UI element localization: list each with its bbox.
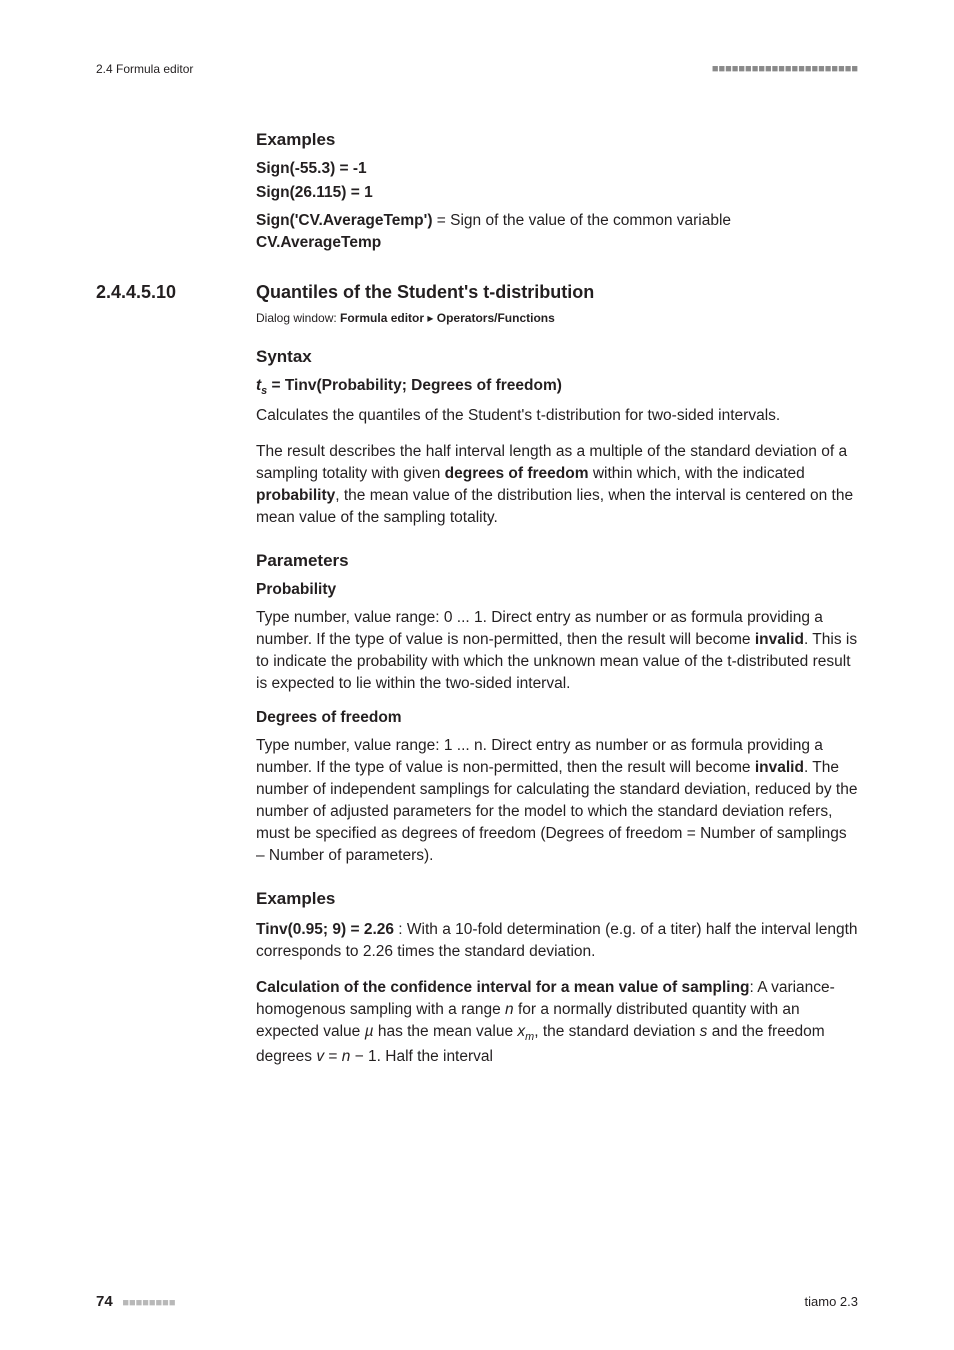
example-sign-cv-var: CV.AverageTemp <box>256 234 381 251</box>
dialog-separator: ▸ <box>424 311 437 325</box>
example-tinv: Tinv(0.95; 9) = 2.26 : With a 10-fold de… <box>256 919 858 963</box>
syntax-p2-dof: degrees of freedom <box>445 465 589 482</box>
ex2-c: has the mean value <box>374 1023 518 1040</box>
dof-text-invalid: invalid <box>755 759 804 776</box>
example-sign-cv-call: Sign('CV.AverageTemp') <box>256 212 432 229</box>
footer-decoration-dots: ■■■■■■■■ <box>122 1297 175 1309</box>
dialog-window-path: Dialog window: Formula editor ▸ Operator… <box>256 311 858 325</box>
ex2-xm-x: x <box>517 1023 525 1040</box>
header-section-label: 2.4 Formula editor <box>96 62 193 76</box>
prob-text-a: Type number, value range: 0 ... 1. Direc… <box>256 609 823 648</box>
dialog-formula-editor: Formula editor <box>340 311 424 325</box>
syntax-p2-prob: probability <box>256 487 335 504</box>
example-sign-pos: Sign(26.115) = 1 <box>256 184 858 202</box>
ex2-d: , the standard deviation <box>534 1023 699 1040</box>
dof-text: Type number, value range: 1 ... n. Direc… <box>256 735 858 867</box>
ex2-f: = <box>324 1048 342 1065</box>
syntax-p2-c: within which, with the indicated <box>589 465 805 482</box>
section-title: Quantiles of the Student's t-distributio… <box>256 282 594 303</box>
dof-text-a: Type number, value range: 1 ... n. Direc… <box>256 737 823 776</box>
examples1-heading: Examples <box>256 130 858 150</box>
probability-text: Type number, value range: 0 ... 1. Direc… <box>256 607 858 695</box>
example-sign-cv: Sign('CV.AverageTemp') = Sign of the val… <box>256 210 858 254</box>
ex2-title: Calculation of the confidence interval f… <box>256 979 750 996</box>
ex2-n: n <box>505 1001 514 1018</box>
syntax-p2-e: , the mean value of the distribution lie… <box>256 487 853 526</box>
footer-product: tiamo 2.3 <box>805 1294 858 1309</box>
ex2-v: v <box>316 1048 324 1065</box>
syntax-para2: The result describes the half interval l… <box>256 441 858 529</box>
dialog-prefix: Dialog window: <box>256 311 340 325</box>
dof-label: Degrees of freedom <box>256 709 858 727</box>
prob-text-invalid: invalid <box>755 631 804 648</box>
syntax-para1: Calculates the quantiles of the Student'… <box>256 405 858 427</box>
example-tinv-bold: Tinv(0.95; 9) = 2.26 <box>256 921 394 938</box>
syntax-heading: Syntax <box>256 347 858 367</box>
ex2-mu: µ <box>365 1023 374 1040</box>
probability-label: Probability <box>256 581 858 599</box>
header-decoration-dots: ■■■■■■■■■■■■■■■■■■■■■■ <box>712 63 858 75</box>
example-confidence: Calculation of the confidence interval f… <box>256 977 858 1067</box>
example-sign-neg: Sign(-55.3) = -1 <box>256 160 858 178</box>
example-sign-cv-text: = Sign of the value of the common variab… <box>432 212 731 229</box>
page-number: 74 <box>96 1293 113 1310</box>
footer-left: 74 ■■■■■■■■ <box>96 1293 175 1310</box>
examples2-heading: Examples <box>256 889 858 909</box>
syntax-formula: ts = Tinv(Probability; Degrees of freedo… <box>256 377 858 397</box>
ex2-xm-m: m <box>525 1031 534 1043</box>
syntax-tinv: = Tinv(Probability; Degrees of freedom) <box>267 377 562 394</box>
section-number: 2.4.4.5.10 <box>96 282 224 303</box>
parameters-heading: Parameters <box>256 551 858 571</box>
ex2-g: − 1. Half the interval <box>350 1048 493 1065</box>
dialog-operators-functions: Operators/Functions <box>437 311 555 325</box>
